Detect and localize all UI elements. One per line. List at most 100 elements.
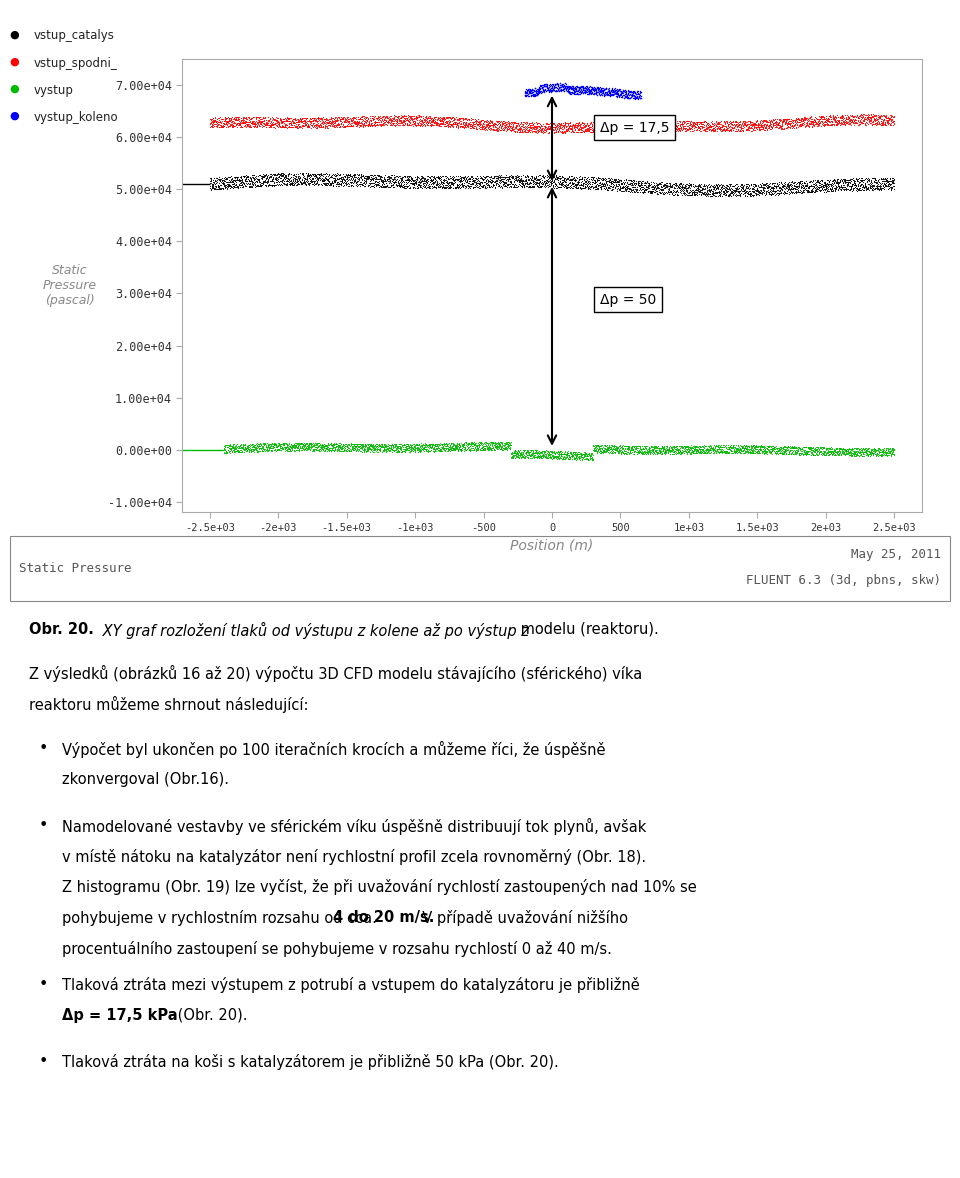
Point xyxy=(675,180,690,199)
Point xyxy=(314,110,329,128)
Point xyxy=(823,177,838,196)
Point xyxy=(557,176,572,194)
Point xyxy=(359,112,374,131)
Point xyxy=(705,186,720,205)
Point xyxy=(649,113,664,132)
Point xyxy=(744,174,759,193)
Point xyxy=(669,437,684,456)
Point xyxy=(507,112,522,131)
Point xyxy=(614,115,630,134)
Point xyxy=(708,442,724,461)
Point xyxy=(326,117,342,135)
Point xyxy=(321,110,336,128)
Point xyxy=(770,441,785,459)
Point xyxy=(602,118,617,137)
Point xyxy=(314,171,329,190)
Point xyxy=(593,443,609,462)
Point xyxy=(288,437,303,456)
Point xyxy=(603,112,618,131)
Point xyxy=(682,114,697,133)
Point xyxy=(337,108,352,127)
Point xyxy=(775,177,790,196)
Point xyxy=(655,180,670,199)
Point xyxy=(278,167,294,186)
Point xyxy=(487,118,502,137)
Point xyxy=(468,119,484,138)
Point xyxy=(601,79,616,98)
Point xyxy=(442,442,457,461)
Point xyxy=(875,442,890,461)
Point xyxy=(796,444,811,463)
Point xyxy=(709,121,725,140)
Point xyxy=(338,112,353,131)
Point xyxy=(818,180,833,199)
Point xyxy=(561,450,576,469)
Point xyxy=(525,81,540,100)
Point xyxy=(518,442,534,461)
Point xyxy=(416,108,431,127)
Point xyxy=(702,177,717,196)
Point xyxy=(492,434,507,452)
Point xyxy=(487,115,502,134)
Point xyxy=(549,170,564,188)
Point xyxy=(818,177,833,196)
Point xyxy=(552,443,567,462)
Point xyxy=(547,446,563,465)
Point xyxy=(628,181,643,200)
Point xyxy=(342,108,357,127)
Point xyxy=(618,170,634,188)
Point xyxy=(845,107,860,126)
Point xyxy=(843,173,858,192)
Point xyxy=(335,114,350,133)
Point xyxy=(228,167,244,186)
Point xyxy=(747,181,762,200)
Point xyxy=(319,167,334,186)
Point xyxy=(393,113,408,132)
Point xyxy=(739,442,755,461)
Point xyxy=(828,178,844,197)
Point xyxy=(622,174,637,193)
Point xyxy=(362,112,377,131)
Point xyxy=(280,166,296,185)
Point xyxy=(489,176,504,194)
Point xyxy=(340,173,355,192)
Point xyxy=(316,437,331,456)
Point xyxy=(268,115,283,134)
Point xyxy=(550,75,565,94)
Point xyxy=(664,444,680,463)
Point xyxy=(782,441,798,459)
Point xyxy=(610,82,625,101)
Point xyxy=(408,107,423,126)
Point xyxy=(542,177,558,196)
Point xyxy=(825,174,840,193)
Point xyxy=(699,441,714,459)
Point xyxy=(574,168,589,187)
Point xyxy=(513,445,528,464)
Point xyxy=(723,183,738,201)
Point xyxy=(570,444,586,463)
Point xyxy=(689,177,705,196)
Point xyxy=(293,434,308,452)
Point xyxy=(767,115,782,134)
Point xyxy=(399,435,415,454)
Point xyxy=(548,168,564,187)
Point xyxy=(541,168,557,187)
Point xyxy=(272,117,287,135)
Point xyxy=(281,117,297,135)
Point xyxy=(744,186,759,205)
Point xyxy=(250,442,265,461)
Point xyxy=(368,172,383,191)
Point xyxy=(632,81,647,100)
Point xyxy=(321,171,336,190)
Point xyxy=(736,112,752,131)
Point xyxy=(650,437,665,456)
Point xyxy=(655,443,670,462)
Point xyxy=(687,113,703,132)
Point xyxy=(362,437,377,456)
Point xyxy=(590,80,606,99)
Point xyxy=(691,444,707,463)
Point xyxy=(798,437,813,456)
Point xyxy=(338,166,353,185)
Point xyxy=(495,441,511,459)
Point xyxy=(750,176,765,194)
